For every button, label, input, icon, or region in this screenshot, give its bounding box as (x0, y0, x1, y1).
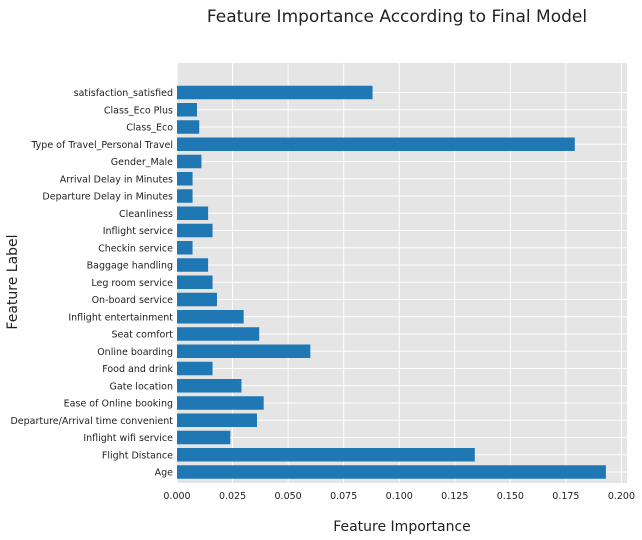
bar-on-board-service (177, 292, 217, 307)
bar-gate-location (177, 379, 242, 393)
x-tick-label: 0.150 (497, 491, 524, 502)
chart-title: Feature Importance According to Final Mo… (207, 7, 587, 27)
bar-departure-delay-in-minutes (177, 189, 193, 203)
y-tick-label: Departure/Arrival time convenient (10, 416, 173, 427)
y-tick-label: Leg room service (91, 278, 173, 289)
y-tick-label: Age (155, 468, 174, 479)
y-tick-label: Inflight wifi service (83, 433, 173, 444)
x-tick-label: 0.025 (219, 491, 246, 502)
y-tick-label: Departure Delay in Minutes (42, 192, 173, 203)
bar-departure-arrival-time-convenient (177, 413, 257, 427)
y-tick-label: Gate location (110, 381, 173, 392)
y-tick-label: Gender_Male (111, 157, 173, 168)
bar-ease-of-online-booking (177, 396, 264, 410)
y-tick-label: satisfaction_satisfied (74, 88, 173, 99)
x-tick-label: 0.125 (441, 491, 468, 502)
y-tick-label: Inflight service (103, 226, 173, 237)
y-tick-label: Seat comfort (111, 330, 173, 341)
bar-age (177, 465, 606, 479)
bar-online-boarding (177, 344, 311, 358)
bar-class-eco-plus (177, 103, 197, 117)
y-tick-label: Online boarding (97, 347, 173, 358)
bar-class-eco (177, 120, 200, 134)
y-tick-label: On-board service (92, 295, 174, 306)
bar-type-of-travel-personal-travel (177, 137, 575, 151)
x-tick-label: 0.100 (386, 491, 413, 502)
y-tick-label: Baggage handling (87, 261, 173, 272)
y-tick-label: Arrival Delay in Minutes (60, 174, 173, 185)
y-tick-label: Ease of Online booking (64, 399, 173, 410)
x-axis-label: Feature Importance (333, 519, 471, 535)
x-tick-labels: 0.000 0.025 0.050 0.075 0.100 0.125 0.150 0.175… (163, 491, 635, 502)
y-tick-label: Class_Eco (126, 123, 173, 134)
x-tick-label: 0.050 (275, 491, 302, 502)
bars (177, 85, 606, 479)
y-tick-label: Inflight entertainment (68, 312, 173, 323)
bar-checkin-service (177, 241, 193, 255)
x-tick-label: 0.200 (608, 491, 635, 502)
y-axis-label: Feature Label (5, 234, 21, 329)
bar-leg-room-service (177, 275, 213, 289)
bar-gender-male (177, 154, 202, 169)
bar-arrival-delay-in-minutes (177, 172, 193, 186)
bar-inflight-wifi-service (177, 430, 231, 445)
bar-inflight-service (177, 223, 213, 238)
x-tick-label: 0.075 (330, 491, 357, 502)
x-tick-label: 0.175 (552, 491, 579, 502)
y-tick-label: Class_Eco Plus (104, 105, 173, 116)
x-tick-label: 0.000 (163, 491, 190, 502)
bar-flight-distance (177, 448, 475, 462)
bar-cleanliness (177, 206, 209, 220)
y-tick-labels: Age Flight Distance Inflight wifi service D… (10, 88, 173, 479)
bar-seat-comfort (177, 327, 260, 341)
plot-area (177, 63, 627, 483)
bar-food-and-drink (177, 361, 213, 376)
y-tick-label: Type of Travel_Personal Travel (30, 140, 173, 151)
y-tick-label: Cleanliness (119, 209, 173, 220)
y-tick-label: Flight Distance (102, 450, 173, 461)
y-tick-label: Checkin service (98, 243, 173, 254)
bar-inflight-entertainment (177, 310, 244, 324)
bar-satisfaction-satisfied (177, 85, 373, 100)
y-tick-label: Food and drink (102, 364, 173, 375)
bar-baggage-handling (177, 258, 209, 272)
